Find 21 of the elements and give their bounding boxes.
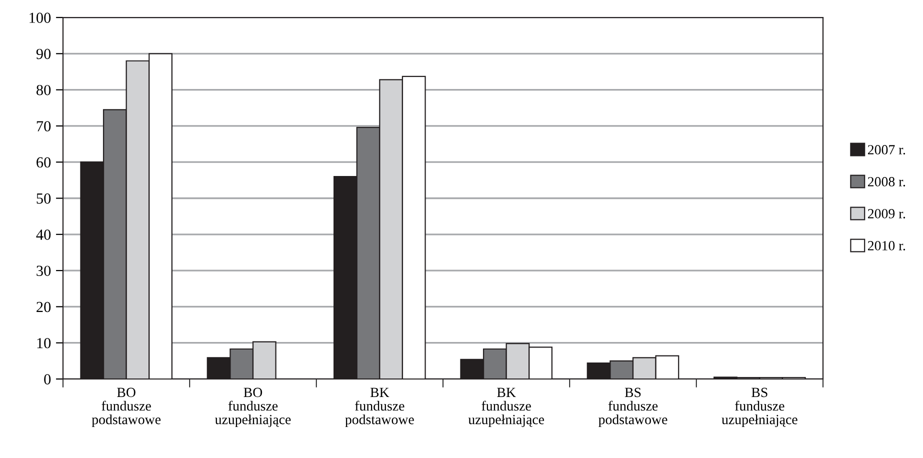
y-tick-label: 20 bbox=[36, 302, 51, 312]
y-tick-label: 80 bbox=[36, 84, 51, 96]
legend-label: 2007 r. bbox=[868, 145, 906, 154]
y-tick-label: 50 bbox=[36, 193, 51, 204]
y-tick-label: 70 bbox=[36, 121, 51, 132]
y-tick-label: 60 bbox=[36, 157, 51, 168]
y-tick-label: 40 bbox=[36, 230, 51, 240]
y-tick-label: 0 bbox=[44, 374, 51, 384]
x-tick-label: BO fundusze podstawowe bbox=[92, 388, 161, 428]
x-tick-label: BS fundusze podstawowe bbox=[598, 388, 668, 428]
x-tick-label: BK fundusze uzupełniające bbox=[468, 388, 544, 428]
legend-label: 2009 r. bbox=[868, 209, 906, 218]
y-tick-label: 100 bbox=[30, 12, 51, 23]
y-tick-label: 10 bbox=[37, 338, 51, 348]
x-tick-label: BK fundusze podstawowe bbox=[345, 388, 414, 428]
y-tick-label: 30 bbox=[36, 266, 51, 276]
x-tick-label: BS fundusze uzupełniające bbox=[722, 388, 798, 428]
legend-label: 2008 r. bbox=[868, 177, 906, 186]
x-tick-label: BO fundusze uzupełniające bbox=[215, 388, 291, 428]
legend-label: 2010 r. bbox=[868, 241, 906, 250]
y-tick-label: 90 bbox=[36, 48, 51, 60]
